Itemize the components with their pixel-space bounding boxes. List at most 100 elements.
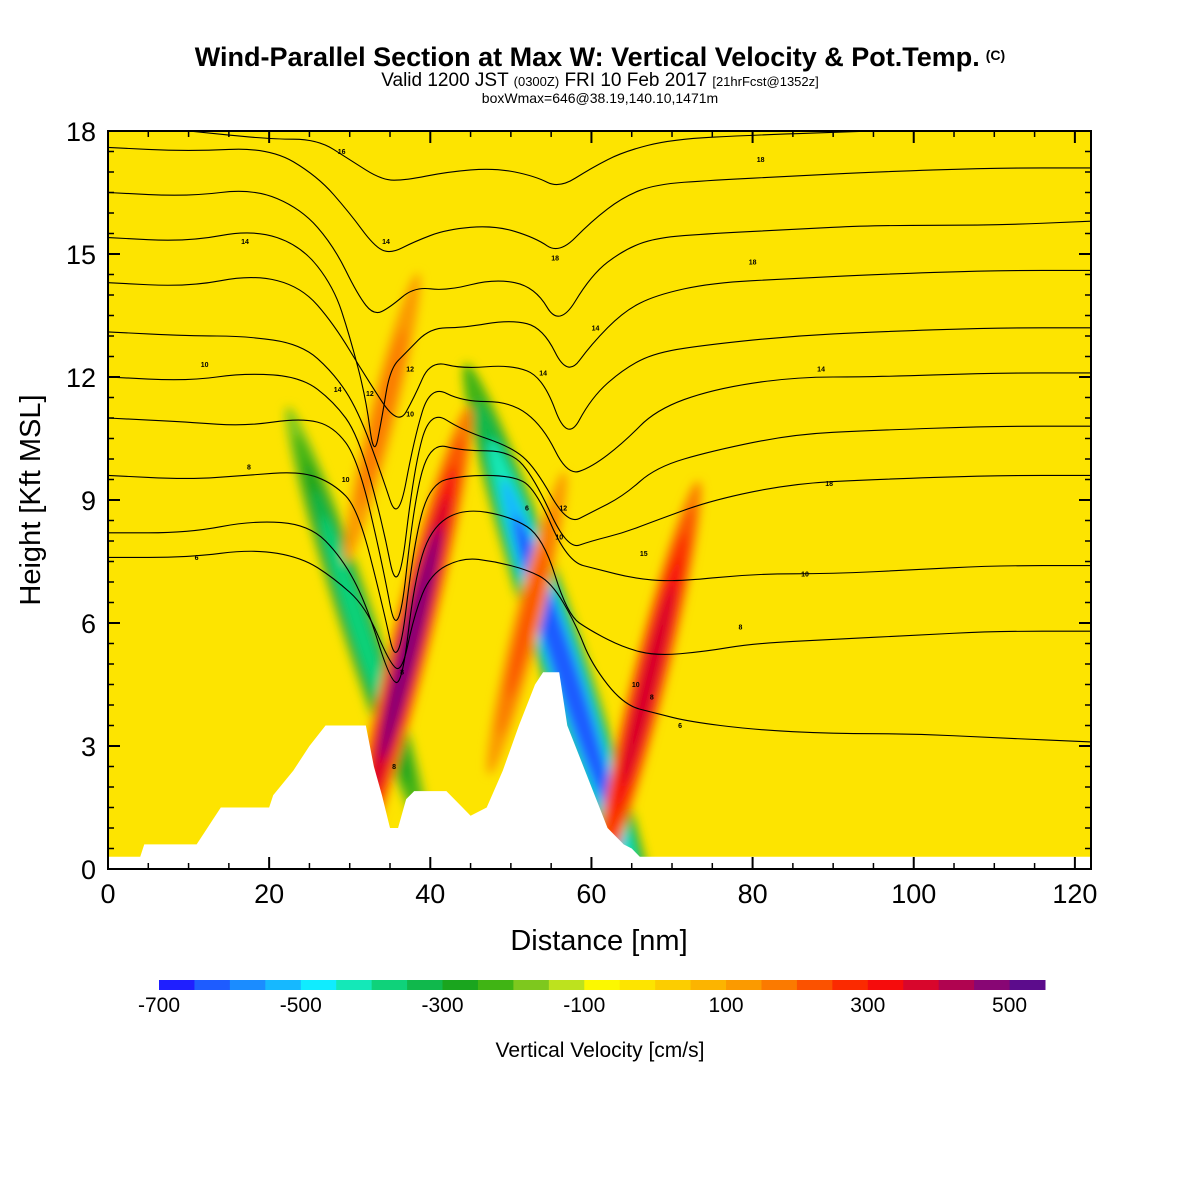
- contour-label: 14: [241, 239, 249, 246]
- y-tick-label: 0: [81, 855, 96, 885]
- contour-label: 10: [555, 534, 563, 541]
- contour-label: 18: [551, 256, 559, 263]
- colorbar-tick-label: -100: [563, 994, 605, 1017]
- contour-label: 14: [592, 325, 600, 332]
- valid-time: Valid 1200 JST: [381, 70, 509, 91]
- valid-date: FRI 10 Feb 2017: [564, 70, 708, 91]
- contour-label: 8: [650, 694, 654, 701]
- colorbar-tick-label: 500: [992, 994, 1027, 1017]
- w-feature-downdraft: [322, 516, 394, 730]
- colorbar-swatch: [336, 980, 373, 990]
- contour-label: 16: [338, 149, 346, 156]
- y-tick-label: 9: [81, 486, 96, 516]
- contour-label: 12: [366, 391, 374, 398]
- theta-contour: [108, 417, 1091, 621]
- contour-label: 10: [201, 362, 209, 369]
- contour-label: 8: [739, 625, 743, 632]
- terrain: [108, 672, 1091, 869]
- contour-label: 18: [749, 260, 757, 267]
- theta-contour: [108, 373, 1091, 578]
- contour-label: 12: [406, 366, 414, 373]
- contour-label: 14: [334, 387, 342, 394]
- colorbar-title: Vertical Velocity [cm/s]: [496, 1039, 705, 1062]
- forecast-info: [21hrFcst@1352z]: [712, 74, 819, 89]
- title-block: Wind-Parallel Section at Max W: Vertical…: [0, 40, 1200, 105]
- colorbar-swatch: [371, 980, 408, 990]
- colorbar-swatch: [761, 980, 798, 990]
- colorbar-tick-label: -500: [280, 994, 322, 1017]
- axes: 0 20 40 60 80 100 120 0 3 6 9 12 15 18: [66, 117, 1097, 909]
- chart-subtitle: Valid 1200 JST (0300Z) FRI 10 Feb 2017 […: [0, 70, 1200, 91]
- contour-label: 10: [342, 477, 350, 484]
- contour-label: 10: [632, 682, 640, 689]
- y-axis-title: Height [Kft MSL]: [15, 394, 47, 605]
- theta-contour: [108, 331, 1091, 510]
- x-tick-label: 40: [415, 879, 445, 909]
- contour-label: 15: [640, 551, 648, 558]
- w-feature-updraft: [621, 584, 675, 785]
- contour-label: 18: [825, 481, 833, 488]
- contour-label: 12: [559, 506, 567, 513]
- colorbar-tick-label: -700: [138, 994, 180, 1017]
- theta-contours: [108, 131, 1091, 743]
- colorbar-swatch: [726, 980, 762, 990]
- contour-label: 10: [406, 411, 414, 418]
- valid-time-utc: (0300Z): [513, 74, 560, 89]
- colorbar-swatch: [903, 980, 940, 990]
- colorbar: -700 -500 -300 -100 100 300 500: [138, 980, 1046, 1017]
- theta-contour: [188, 131, 874, 186]
- colorbar-swatch: [655, 980, 692, 990]
- colorbar-swatch: [229, 980, 266, 990]
- colorbar-swatch: [548, 980, 585, 990]
- colorbar-swatch: [265, 980, 302, 990]
- x-tick-label: 120: [1052, 879, 1097, 909]
- chart-title-mark: (C): [985, 47, 1006, 63]
- colorbar-swatch: [477, 980, 514, 990]
- colorbar-swatch: [300, 980, 337, 990]
- plot-area: [108, 131, 1091, 869]
- contour-label: 14: [539, 370, 547, 377]
- contour-labels: 16 14 14 18 18 18 14 14 10 14 12 12 10 14 8 10 18 6 12 10 15…: [195, 149, 833, 771]
- chart-title-text: Wind-Parallel Section at Max W: Vertical…: [194, 42, 980, 72]
- colorbar-swatch: [690, 980, 727, 990]
- theta-contour: [108, 277, 1091, 430]
- contour-label: 8: [247, 465, 251, 472]
- theta-contour: [108, 146, 1091, 253]
- y-tick-label: 18: [66, 117, 96, 147]
- contour-label: 14: [382, 239, 390, 246]
- x-tick-label: 80: [738, 879, 768, 909]
- colorbar-swatch: [619, 980, 656, 990]
- contour-label: 10: [801, 571, 809, 578]
- vertical-velocity-field: [285, 273, 702, 869]
- theta-contour: [108, 232, 1091, 448]
- x-axis-title: Distance [nm]: [510, 925, 687, 957]
- contour-label: 14: [817, 366, 825, 373]
- colorbar-swatch: [513, 980, 550, 990]
- theta-contour: [108, 510, 1091, 683]
- chart-title: Wind-Parallel Section at Max W: Vertical…: [0, 40, 1200, 72]
- x-tick-label: 100: [891, 879, 936, 909]
- colorbar-swatch: [796, 980, 833, 990]
- colorbar-tick-label: 300: [850, 994, 885, 1017]
- colorbar-swatch: [832, 980, 869, 990]
- colorbar-swatch: [938, 980, 975, 990]
- colorbar-swatch: [442, 980, 479, 990]
- theta-contour: [108, 190, 1091, 317]
- y-tick-label: 15: [66, 240, 96, 270]
- contour-label: 6: [195, 555, 199, 562]
- colorbar-swatch: [159, 980, 195, 990]
- colorbar-swatch: [867, 980, 904, 990]
- w-feature-updraft: [507, 548, 547, 698]
- colorbar-swatch: [974, 980, 1011, 990]
- y-tick-label: 6: [81, 609, 96, 639]
- theta-contour: [108, 472, 1091, 653]
- contour-label: 8: [400, 670, 404, 677]
- y-tick-label: 3: [81, 732, 96, 762]
- y-tick-label: 12: [66, 363, 96, 393]
- contour-label: 8: [392, 764, 396, 771]
- contour-label: 6: [525, 506, 529, 513]
- colorbar-swatch: [584, 980, 621, 990]
- contour-label: 6: [678, 723, 682, 730]
- x-tick-label: 0: [100, 879, 115, 909]
